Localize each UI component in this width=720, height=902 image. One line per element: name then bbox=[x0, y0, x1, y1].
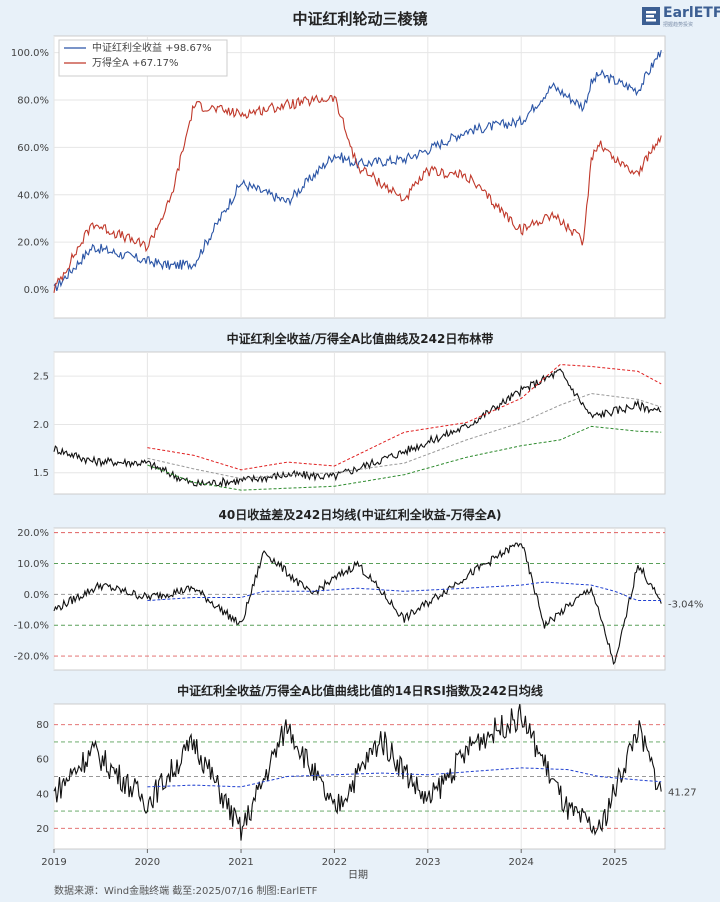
panel-return-spread: -20.0% -10.0% 0.0% 10.0% 20.0% -3.04% bbox=[14, 527, 703, 671]
y-tick-label: 80.0% bbox=[17, 95, 49, 106]
earletf-logo: EarlETF 把握趋势投资 bbox=[641, 4, 720, 30]
series-line bbox=[147, 392, 662, 480]
logo-subtext: 把握趋势投资 bbox=[663, 22, 694, 28]
x-tick-label: 2021 bbox=[228, 857, 253, 868]
y-tick-label: 20.0% bbox=[17, 528, 49, 539]
y-tick-label: 1.5 bbox=[33, 468, 49, 479]
series-line bbox=[147, 425, 662, 491]
y-tick-label: 20 bbox=[36, 824, 49, 835]
series-line bbox=[147, 581, 662, 601]
x-tick-label: 2019 bbox=[41, 857, 66, 868]
plot-area bbox=[53, 527, 666, 671]
footer-source: 数据来源：Wind金融终端 截至:2025/07/16 制图:EarlETF bbox=[54, 886, 318, 897]
series-line bbox=[53, 703, 662, 841]
series-line bbox=[53, 368, 662, 489]
logo-text: EarlETF bbox=[663, 5, 720, 21]
x-tick-label: 2022 bbox=[322, 857, 347, 868]
y-tick-label: 20.0% bbox=[17, 238, 49, 249]
panel4-title: 中证红利全收益/万得全A比值曲线比值的14日RSI指数及242日均线 bbox=[177, 683, 543, 698]
y-tick-label: 40 bbox=[36, 789, 49, 800]
x-tick-label: 2020 bbox=[135, 857, 160, 868]
end-value-label: -3.04% bbox=[668, 600, 703, 611]
y-tick-label: 60 bbox=[36, 755, 49, 766]
y-tick-label: -20.0% bbox=[14, 652, 49, 663]
y-tick-label: 2.0 bbox=[33, 420, 49, 431]
series-line bbox=[147, 364, 662, 471]
y-tick-label: 10.0% bbox=[17, 559, 49, 570]
series-line bbox=[147, 767, 662, 788]
panel-rsi: 20 40 60 80 41.27 2019 2020 2021 2022 2023 2024 202… bbox=[36, 703, 697, 868]
y-tick-label: -10.0% bbox=[14, 621, 49, 632]
panel3-title: 40日收益差及242日均线(中证红利全收益-万得全A) bbox=[219, 507, 502, 522]
x-tick-label: 2024 bbox=[508, 857, 533, 868]
end-value-label: 41.27 bbox=[668, 788, 697, 799]
panel-ratio-bollinger: 1.5 2.0 2.5 bbox=[33, 351, 666, 495]
legend-entry: 中证红利全收益 +98.67% bbox=[92, 41, 212, 54]
legend-box bbox=[58, 39, 228, 77]
plot-area bbox=[53, 35, 666, 319]
series-line bbox=[53, 542, 662, 666]
panel2-title: 中证红利全收益/万得全A比值曲线及242日布林带 bbox=[227, 331, 494, 346]
series-line bbox=[53, 50, 662, 292]
y-tick-label: 0.0% bbox=[24, 590, 49, 601]
y-tick-label: 40.0% bbox=[17, 190, 49, 201]
series-line bbox=[53, 94, 662, 293]
panel-cumulative-returns: 0.0% 20.0% 40.0% 60.0% 80.0% 100.0% 中证红利全收益 +9… bbox=[11, 35, 666, 319]
y-tick-label: 60.0% bbox=[17, 143, 49, 154]
y-tick-label: 0.0% bbox=[24, 285, 49, 296]
y-tick-label: 80 bbox=[36, 720, 49, 731]
y-tick-label: 2.5 bbox=[33, 372, 49, 383]
legend-entry: 万得全A +67.17% bbox=[92, 56, 179, 69]
figure-title: 中证红利轮动三棱镜 bbox=[292, 10, 427, 28]
x-axis-label: 日期 bbox=[348, 869, 368, 881]
x-tick-label: 2025 bbox=[602, 857, 627, 868]
logo-icon bbox=[642, 7, 660, 25]
y-tick-label: 100.0% bbox=[11, 48, 49, 59]
x-tick-label: 2023 bbox=[415, 857, 440, 868]
